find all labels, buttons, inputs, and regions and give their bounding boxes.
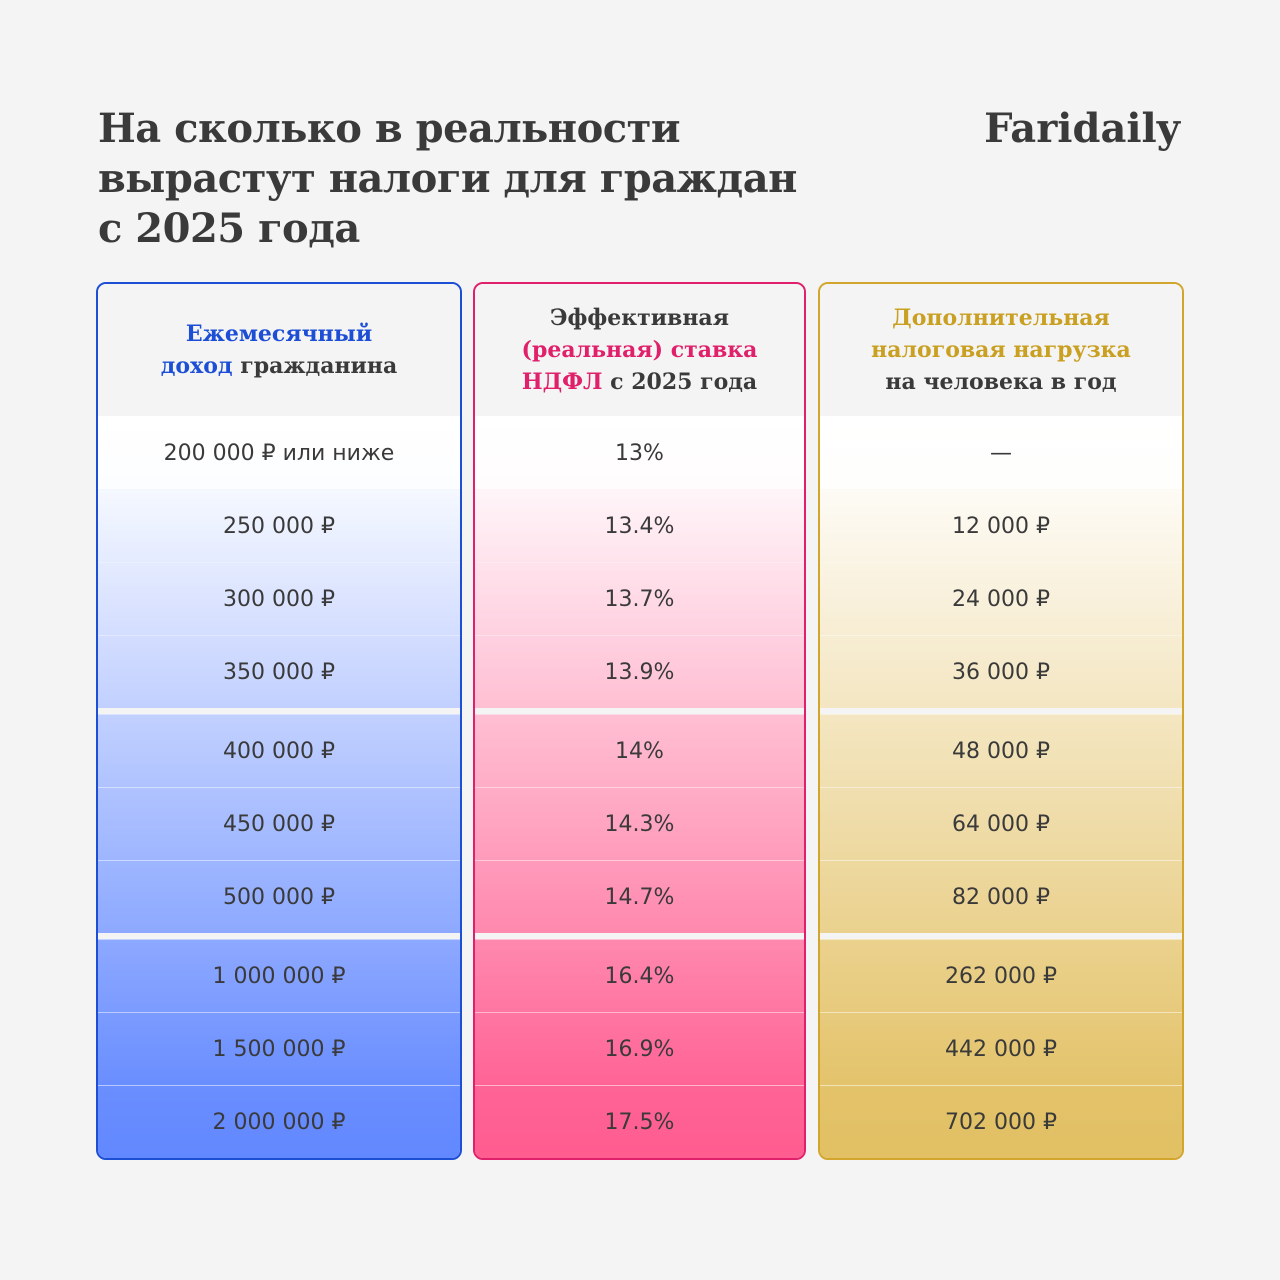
page-title: На сколько в реальности вырастут налоги … <box>98 104 818 254</box>
header-line: НДФЛ с 2025 года <box>522 366 757 398</box>
table-cell: 16.4% <box>475 939 804 1012</box>
monthly-income-column: Ежемесячный доход гражданина 200 000 ₽ или… <box>96 282 462 1160</box>
title-line-2: вырастут налоги для граждан <box>98 155 797 202</box>
table-cell: 16.9% <box>475 1012 804 1085</box>
table-cell: 300 000 ₽ <box>98 562 460 635</box>
table-cell: 250 000 ₽ <box>98 489 460 562</box>
table-cell: 13.9% <box>475 635 804 708</box>
column-header: Эффективная (реальная) ставка НДФЛ с 2025 … <box>475 284 804 416</box>
column-header: Ежемесячный доход гражданина <box>98 284 460 416</box>
table-cell: 13.7% <box>475 562 804 635</box>
table-cell: 14% <box>475 714 804 787</box>
header-line: доход гражданина <box>161 350 398 382</box>
table-cell: 36 000 ₽ <box>820 635 1182 708</box>
brand-logo-text: Faridaily <box>984 105 1180 152</box>
header-text: Эффективная <box>550 305 729 331</box>
header-text: налоговая нагрузка <box>871 337 1131 363</box>
header-text: доход <box>160 353 233 379</box>
table-cell: 13.4% <box>475 489 804 562</box>
table-cell: 1 500 000 ₽ <box>98 1012 460 1085</box>
table-cell: 24 000 ₽ <box>820 562 1182 635</box>
header-text: гражданина <box>232 353 398 379</box>
header-line: (реальная) ставка <box>522 334 758 366</box>
table-cell: 12 000 ₽ <box>820 489 1182 562</box>
table-cell: 1 000 000 ₽ <box>98 939 460 1012</box>
group-divider <box>98 933 460 939</box>
group-divider <box>820 708 1182 714</box>
header-text: с 2025 года <box>602 369 758 395</box>
column-header: Дополнительная налоговая нагрузка на челов… <box>820 284 1182 416</box>
group-divider <box>820 933 1182 939</box>
table-cell: 262 000 ₽ <box>820 939 1182 1012</box>
table-cell: — <box>820 416 1182 489</box>
table-cell: 17.5% <box>475 1085 804 1158</box>
table-cell: 450 000 ₽ <box>98 787 460 860</box>
group-divider <box>475 933 804 939</box>
header-line: Дополнительная <box>892 302 1110 334</box>
table-cell: 2 000 000 ₽ <box>98 1085 460 1158</box>
header-line: на человека в год <box>885 366 1116 398</box>
header-text: на человека в год <box>885 369 1117 395</box>
group-divider <box>98 708 460 714</box>
table-cell: 13% <box>475 416 804 489</box>
extra-tax-column: Дополнительная налоговая нагрузка на челов… <box>818 282 1184 1160</box>
header-text: Дополнительная <box>892 305 1110 331</box>
table-cell: 702 000 ₽ <box>820 1085 1182 1158</box>
title-line-1: На сколько в реальности <box>98 105 681 152</box>
header-text: (реальная) ставка <box>521 337 758 363</box>
header-text: Ежемесячный <box>185 321 373 347</box>
table-cell: 14.7% <box>475 860 804 933</box>
table-cell: 350 000 ₽ <box>98 635 460 708</box>
table-cell: 82 000 ₽ <box>820 860 1182 933</box>
group-divider <box>475 708 804 714</box>
header-line: налоговая нагрузка <box>871 334 1131 366</box>
table-cell: 200 000 ₽ или ниже <box>98 416 460 489</box>
table-cell: 500 000 ₽ <box>98 860 460 933</box>
header-line: Ежемесячный <box>186 318 372 350</box>
effective-rate-column: Эффективная (реальная) ставка НДФЛ с 2025 … <box>473 282 806 1160</box>
header-text: НДФЛ <box>521 369 603 395</box>
table-cell: 48 000 ₽ <box>820 714 1182 787</box>
title-line-3: с 2025 года <box>98 205 360 252</box>
table-cell: 64 000 ₽ <box>820 787 1182 860</box>
table-cell: 400 000 ₽ <box>98 714 460 787</box>
table-cell: 442 000 ₽ <box>820 1012 1182 1085</box>
header-line: Эффективная <box>550 302 729 334</box>
table-cell: 14.3% <box>475 787 804 860</box>
